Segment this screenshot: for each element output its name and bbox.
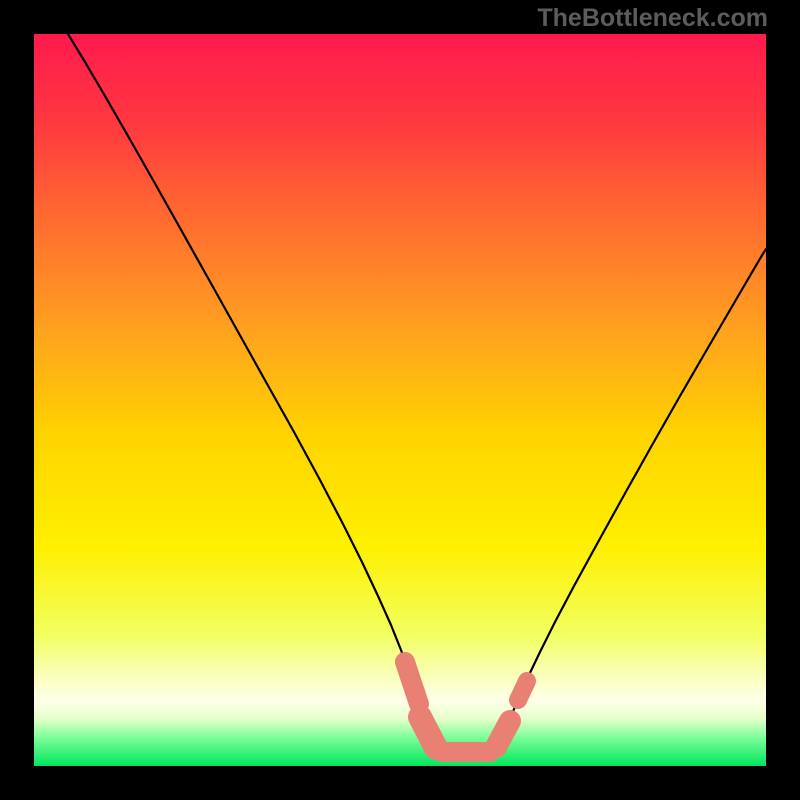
- trough-highlight: [405, 662, 527, 752]
- chart-plot-layer: [0, 0, 800, 800]
- watermark-text: TheBottleneck.com: [537, 4, 768, 33]
- bottleneck-curve: [68, 34, 766, 756]
- chart-root: TheBottleneck.com: [0, 0, 800, 800]
